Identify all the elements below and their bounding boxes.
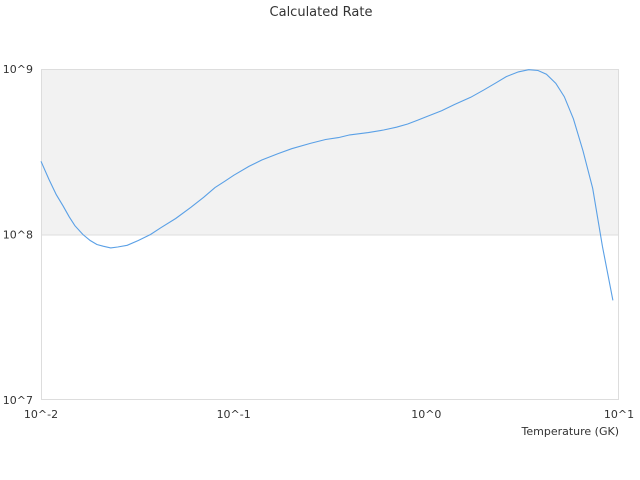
y-tick-label: 10^9 [3, 63, 33, 76]
plot-frame [41, 69, 619, 400]
x-axis-label: Temperature (GK) [521, 425, 620, 438]
x-tick-label: 10^-2 [24, 408, 58, 421]
x-tick-label: 10^1 [604, 408, 634, 421]
series-line [40, 69, 614, 301]
chart-title: Calculated Rate [270, 5, 373, 20]
y-axis: 10^7 10^8 10^9 [3, 63, 33, 407]
y-tick-label: 10^7 [3, 394, 33, 407]
y-tick-label: 10^8 [3, 229, 33, 242]
x-axis: 10^-2 10^-1 10^0 10^1 [24, 408, 634, 421]
y-range-band [41, 69, 619, 235]
x-tick-label: 10^-1 [217, 408, 251, 421]
x-tick-label: 10^0 [411, 408, 441, 421]
